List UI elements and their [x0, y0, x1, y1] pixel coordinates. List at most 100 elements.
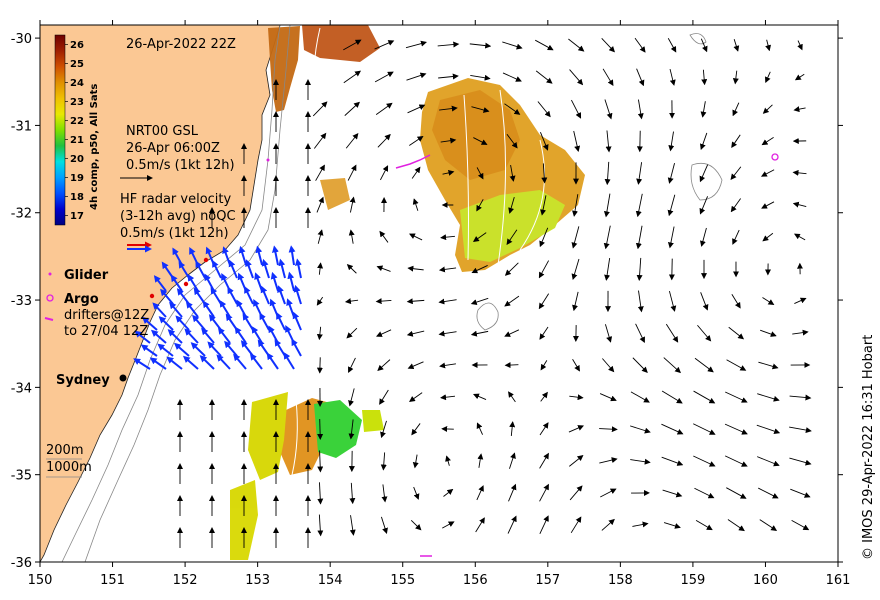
gsl-vector: [604, 324, 613, 343]
glider-legend-dot: [48, 272, 52, 276]
platform-legend: Glider Argo drifters@12Z to 27/04 12Z: [44, 268, 149, 339]
gsl-vector: [724, 455, 748, 467]
hf-vector: [270, 271, 279, 292]
gsl-vector: [502, 72, 522, 82]
hf-vector: [277, 285, 286, 305]
gsl-vector: [377, 133, 391, 148]
gsl-vector: [569, 69, 584, 86]
sst-patch-eddy-yellow: [460, 190, 565, 262]
gsl-vector: [569, 485, 583, 501]
gsl-vector: [699, 164, 709, 183]
x-tick-label: 155: [390, 573, 415, 588]
hf-vector: [261, 258, 270, 279]
gsl-vector: [344, 101, 360, 116]
hf-legend: HF radar velocity (3-12h avg) noQC 0.5m/…: [120, 192, 236, 253]
gsl-vector: [630, 458, 651, 465]
gsl-vector: [472, 232, 487, 242]
city-label-sydney: Sydney: [56, 373, 110, 388]
gsl-vector: [602, 68, 614, 87]
gsl-vector: [344, 298, 359, 305]
gsl-vector: [346, 264, 357, 274]
gsl-legend-scale: 0.5m/s (1kt 12h): [126, 158, 235, 173]
gsl-vector: [756, 424, 781, 435]
argo-legend-marker: [46, 294, 54, 302]
x-tick-label: 159: [680, 573, 705, 588]
gsl-vector: [440, 137, 457, 144]
gsl-vector: [538, 293, 550, 310]
gsl-vector: [509, 452, 516, 469]
gsl-vector: [349, 515, 356, 536]
gsl-vector: [380, 420, 387, 439]
hf-vector: [199, 355, 215, 370]
gsl-vector: [409, 135, 424, 146]
gsl-vector: [794, 73, 805, 81]
hf-vector: [166, 356, 183, 370]
gsl-vector: [407, 265, 424, 272]
gsl-vector: [406, 72, 427, 81]
gsl-vector: [347, 164, 357, 181]
gsl-vector: [793, 233, 806, 241]
gsl-vector: [540, 132, 549, 151]
colorbar-tick-label: 23: [70, 97, 84, 108]
platform-markers: [149, 153, 779, 557]
gsl-vector: [762, 297, 775, 305]
seamount-outline: [690, 162, 723, 201]
gsl-vector: [635, 225, 643, 250]
gsl-vector: [630, 391, 650, 403]
gsl-vector: [667, 226, 675, 249]
gsl-vector: [599, 393, 617, 402]
gsl-vector: [509, 421, 516, 436]
hf-vector: [158, 316, 174, 331]
gsl-vector: [636, 162, 643, 185]
gsl-vector: [502, 41, 523, 50]
gsl-vector: [693, 455, 716, 467]
gsl-vector: [669, 68, 676, 86]
gsl-vector: [789, 426, 812, 434]
hf-vector: [278, 258, 286, 279]
gsl-vector: [375, 298, 392, 305]
colorbar-tick-label: 25: [70, 59, 84, 70]
gsl-vector: [506, 229, 518, 246]
gsl-vector: [539, 483, 549, 502]
hf-vector: [287, 271, 295, 292]
gsl-vector: [508, 483, 517, 502]
gsl-vector: [601, 37, 615, 53]
gsl-vector: [668, 290, 677, 312]
colorbar-ramp: [54, 34, 66, 226]
gsl-vector: [667, 194, 676, 217]
x-tick-label: 158: [608, 573, 633, 588]
gsl-vector: [469, 42, 492, 49]
gsl-vector: [539, 515, 549, 535]
glider-marker: [266, 158, 270, 162]
drifter-legend-line2: to 27/04 12Z: [64, 324, 148, 339]
gsl-vector: [438, 73, 459, 80]
hf-vector: [293, 284, 302, 305]
gsl-vector: [470, 330, 489, 337]
sst-patch-southwest: [230, 480, 258, 560]
gsl-vector: [661, 390, 683, 404]
hf-vector: [274, 338, 286, 357]
gsl-vector: [758, 361, 779, 370]
hf-vector: [271, 245, 279, 266]
colorbar-tick-label: 21: [70, 135, 84, 146]
gsl-vector: [758, 487, 779, 499]
gsl-legend-title: NRT00 GSL: [126, 124, 199, 139]
hf-vector: [245, 259, 254, 279]
gsl-vector: [445, 455, 451, 466]
y-tick-label: -32: [11, 207, 32, 222]
gsl-vector: [538, 260, 550, 279]
colorbar-tick-label: 19: [70, 173, 84, 184]
gsl-vector: [540, 391, 548, 402]
gsl-vector: [348, 229, 355, 244]
x-tick-label: 150: [28, 573, 53, 588]
gsl-vector: [568, 425, 584, 433]
glider-legend-label: Glider: [64, 268, 109, 283]
hf-legend-scale: 0.5m/s (1kt 12h): [120, 226, 229, 241]
gsl-vector: [604, 99, 613, 120]
gsl-vector: [761, 137, 774, 146]
gsl-vector: [724, 423, 748, 435]
gsl-vector: [345, 132, 359, 149]
gsl-vector: [601, 518, 615, 531]
y-tick-label: -35: [11, 469, 32, 484]
gsl-vector: [438, 266, 457, 273]
